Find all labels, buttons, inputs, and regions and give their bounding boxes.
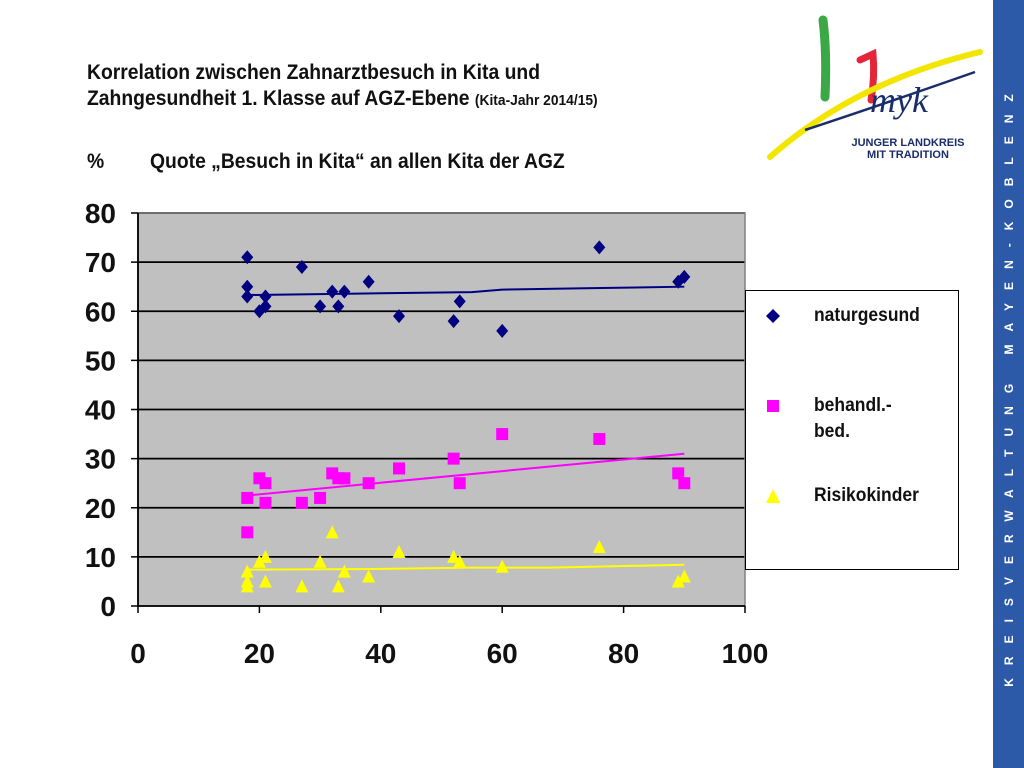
legend-label-line: Risikokinder — [814, 485, 919, 506]
data-point-diamond — [593, 240, 606, 255]
logo-blue-swoosh — [804, 70, 976, 132]
y-tick-label: 70 — [85, 247, 116, 278]
chart-legend: naturgesund behandl.- bed. Risikokinder — [745, 290, 959, 570]
data-point-diamond — [453, 294, 466, 309]
logo-red-stroke — [856, 48, 878, 104]
y-tick-label: 20 — [85, 493, 116, 524]
legend-label: naturgesund — [814, 303, 970, 329]
data-point-triangle — [252, 554, 266, 568]
y-axis-unit: % — [87, 150, 105, 173]
diamond-marker-icon — [766, 309, 780, 323]
data-point-triangle — [592, 540, 606, 554]
logo-yellow-swoosh — [767, 49, 983, 160]
data-point-triangle — [392, 544, 406, 558]
title-line-2: Zahngesundheit 1. Klasse auf AGZ-Ebene (… — [87, 86, 731, 114]
legend-label: behandl.- bed. — [814, 393, 970, 445]
logo-tagline: JUNGER LANDKREIS MIT TRADITION — [838, 137, 978, 161]
x-tick-label: 80 — [608, 638, 639, 669]
y-tick-label: 0 — [100, 591, 116, 622]
legend-label-line: naturgesund — [814, 305, 920, 326]
title-line-2-main: Zahngesundheit 1. Klasse auf AGZ-Ebene — [87, 87, 470, 110]
data-point-diamond — [332, 299, 345, 314]
chart-subtitle: Quote „Besuch in Kita“ an allen Kita der… — [150, 150, 565, 173]
data-point-triangle — [313, 554, 327, 568]
data-point-triangle — [295, 579, 309, 593]
data-point-square — [362, 477, 375, 490]
data-point-diamond — [259, 299, 272, 314]
data-point-diamond — [241, 279, 254, 294]
x-tick-label: 40 — [365, 638, 396, 669]
data-point-diamond — [393, 309, 406, 324]
data-point-triangle — [447, 549, 461, 563]
data-point-square — [453, 477, 466, 490]
title-line-1: Korrelation zwischen Zahnarztbesuch in K… — [87, 61, 541, 84]
data-point-square — [447, 452, 460, 465]
logo-tagline-line-1: JUNGER LANDKREIS — [851, 137, 965, 149]
data-point-triangle — [495, 559, 509, 573]
x-tick-label: 60 — [487, 638, 518, 669]
data-point-square — [678, 477, 691, 490]
data-point-diamond — [338, 284, 351, 299]
data-point-square — [593, 432, 606, 445]
data-point-diamond — [241, 250, 254, 265]
legend-label-line: bed. — [814, 421, 850, 442]
data-point-triangle — [677, 569, 691, 583]
title-line-2-period: (Kita-Jahr 2014/15) — [474, 92, 598, 109]
logo-mark-text: myk — [870, 80, 929, 120]
logo-green-stroke — [818, 15, 831, 102]
data-point-triangle — [325, 525, 339, 539]
data-point-square — [241, 491, 254, 504]
data-point-square — [241, 526, 254, 539]
data-point-square — [314, 491, 327, 504]
data-point-triangle — [258, 549, 272, 563]
y-tick-label: 80 — [85, 198, 116, 229]
logo-tagline-line-2: MIT TRADITION — [867, 149, 949, 161]
data-point-diamond — [259, 289, 272, 304]
data-point-triangle — [453, 554, 467, 568]
data-point-square — [393, 462, 406, 475]
data-point-square — [496, 428, 509, 441]
y-tick-label: 60 — [85, 296, 116, 327]
legend-label-line: behandl.- — [814, 395, 892, 416]
chart-title: Korrelation zwischen Zahnarztbesuch in K… — [87, 60, 731, 114]
trendline-diamond — [247, 285, 685, 297]
data-point-triangle — [240, 564, 254, 578]
data-point-diamond — [362, 274, 375, 289]
data-point-diamond — [678, 269, 691, 284]
y-tick-label: 30 — [85, 444, 116, 475]
trendline-triangle — [247, 563, 685, 571]
data-point-triangle — [240, 579, 254, 593]
sidebar-band: KREISVERWALTUNG MAYEN-KOBLENZ — [993, 0, 1024, 768]
data-point-square — [672, 467, 685, 480]
data-point-square — [295, 496, 308, 509]
data-point-diamond — [314, 299, 327, 314]
y-tick-label: 40 — [85, 395, 116, 426]
triangle-marker-icon — [766, 489, 780, 503]
sidebar-text: KREISVERWALTUNG MAYEN-KOBLENZ — [1001, 81, 1016, 687]
data-point-square — [259, 496, 272, 509]
data-point-triangle — [671, 574, 685, 588]
data-point-triangle — [331, 579, 345, 593]
data-point-triangle — [337, 564, 351, 578]
data-point-diamond — [326, 284, 339, 299]
data-point-triangle — [258, 574, 272, 588]
legend-label: Risikokinder — [814, 483, 970, 509]
myk-logo: myk — [767, 15, 983, 160]
y-tick-label: 10 — [85, 542, 116, 573]
data-point-diamond — [447, 314, 460, 329]
data-point-diamond — [496, 323, 509, 338]
data-point-diamond — [241, 289, 254, 304]
data-point-square — [259, 477, 272, 490]
x-tick-label: 20 — [244, 638, 275, 669]
x-tick-label: 100 — [722, 638, 769, 669]
data-point-triangle — [362, 569, 376, 583]
trendline-square — [247, 452, 685, 497]
square-marker-icon — [767, 400, 779, 412]
y-tick-label: 50 — [85, 345, 116, 376]
data-point-square — [338, 472, 351, 485]
data-point-diamond — [295, 260, 308, 275]
x-tick-label: 0 — [130, 638, 146, 669]
